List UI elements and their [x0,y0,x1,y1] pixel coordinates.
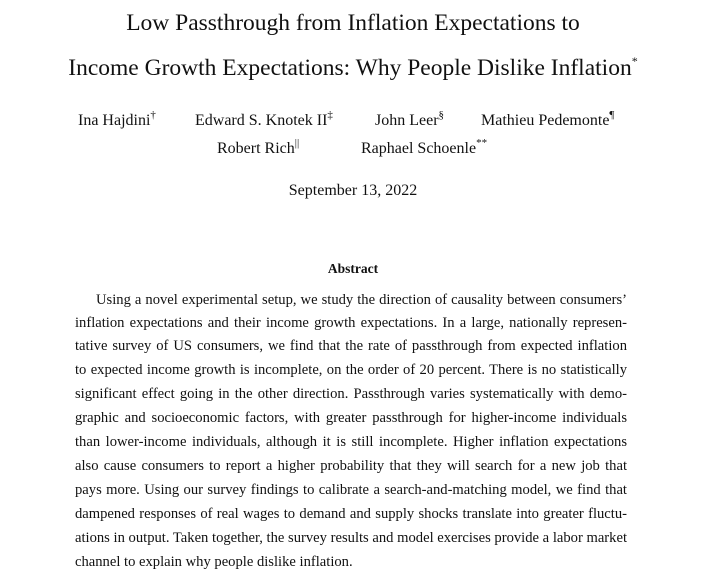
author-footnote-mark: ** [476,136,488,149]
abstract-line: than lower-income individuals, although … [75,434,627,450]
abstract-line: ations in output. Taken together, the su… [75,530,627,546]
author-name: Edward S. Knotek II [195,112,328,129]
abstract-line: dampened responses of real wages to dema… [75,506,627,522]
abstract-line: inflation expectations and their income … [75,315,627,331]
author-footnote-mark: ¶ [609,108,615,121]
abstract-heading: Abstract [327,261,379,276]
paper-title-line-2: Income Growth Expectations: Why People D… [0,53,706,83]
author-raphael-schoenle: Raphael Schoenle** [361,136,488,159]
author-name: Mathieu Pedemonte [481,112,610,129]
author-edward-knotek: Edward S. Knotek II‡ [195,108,333,131]
abstract-line: to expected income growth is incomplete,… [75,362,627,378]
title-line-2-text: Income Growth Expectations: Why People D… [68,55,632,81]
author-ina-hajdini: Ina Hajdini† [78,108,156,131]
title-footnote-mark: * [631,54,638,69]
author-john-leer: John Leer§ [375,108,445,131]
paper-title-line-1: Low Passthrough from Inflation Expectati… [0,8,706,38]
abstract-line: pays more. Using our survey findings to … [75,482,627,498]
abstract-line: graphic and socioeconomic factors, with … [75,410,627,426]
author-mathieu-pedemonte: Mathieu Pedemonte¶ [481,108,615,131]
abstract-line: channel to explain why people dislike in… [75,554,353,570]
abstract-line: tative survey of US consumers, we find t… [75,338,627,354]
author-footnote-mark: † [150,108,156,121]
author-footnote-mark: § [438,108,445,121]
abstract-line: also cause consumers to report a higher … [75,458,627,474]
author-name: Ina Hajdini [78,112,151,129]
author-robert-rich: Robert Rich|| [217,136,300,159]
paper-date: September 13, 2022 [288,182,418,199]
abstract-line: significant effect going in the other di… [75,386,627,402]
abstract-line: Using a novel experimental setup, we stu… [96,292,627,308]
author-name: Robert Rich [217,140,295,157]
title-line-1-text: Low Passthrough from Inflation Expectati… [126,10,580,36]
author-name: Raphael Schoenle [361,140,477,157]
author-footnote-mark: ‡ [327,108,333,121]
author-name: John Leer [375,112,439,129]
author-footnote-mark: || [294,136,300,149]
